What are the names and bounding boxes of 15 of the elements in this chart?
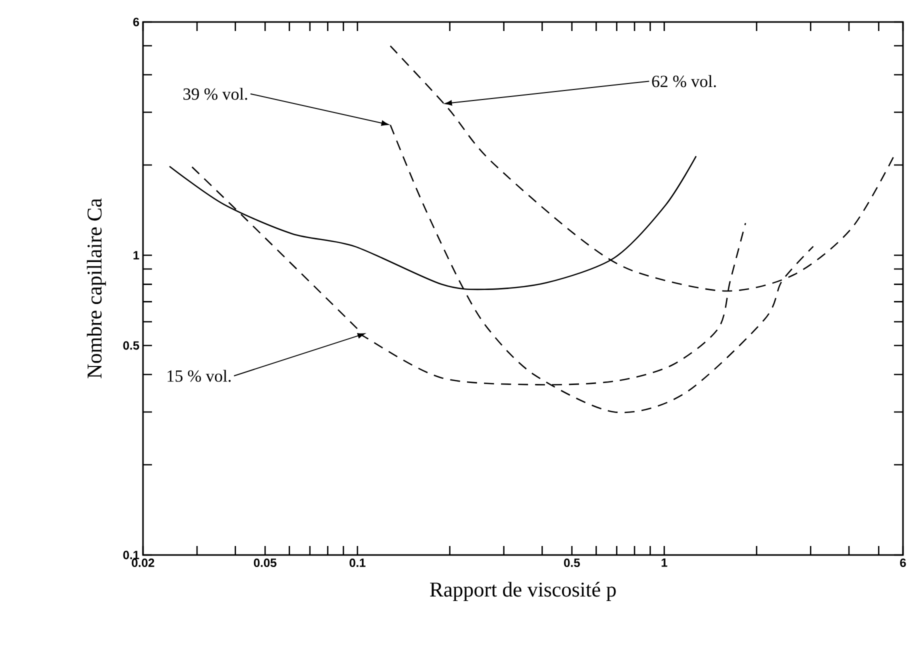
y-tick-label: 6 <box>133 18 140 26</box>
y-tick-label: 1 <box>134 251 140 260</box>
annotation: 62 % vol. <box>652 75 716 88</box>
annotation: 15 % vol. <box>168 370 231 382</box>
x-tick-label: 6 <box>900 558 906 568</box>
y-tick-label: 0.1 <box>123 550 140 560</box>
y-axis-title: Nombre capillaire Ca <box>86 198 106 378</box>
y-tick-label: 0.5 <box>123 341 140 350</box>
x-tick-label: 0.1 <box>350 558 366 568</box>
annotation: 39 % vol. <box>183 88 248 100</box>
x-axis-title: Rapport de viscosité p <box>430 582 616 601</box>
x-tick-label: 0.02 <box>132 558 154 568</box>
x-tick-label: 1 <box>662 558 668 567</box>
x-tick-label: 0.05 <box>254 558 276 568</box>
x-tick-label: 0.5 <box>564 558 580 568</box>
